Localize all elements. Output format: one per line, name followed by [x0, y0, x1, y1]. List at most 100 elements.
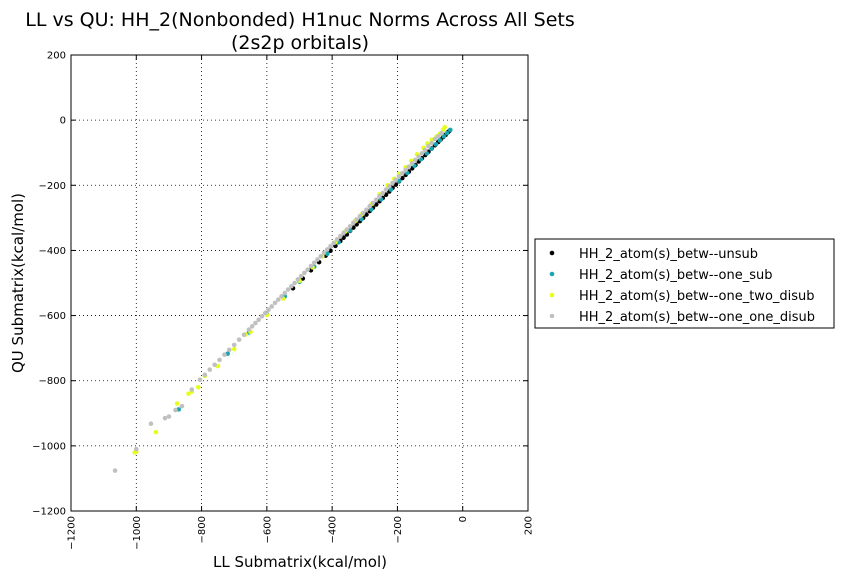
data-point	[186, 391, 191, 397]
data-point	[435, 134, 441, 139]
x-tick-label: −1000	[132, 516, 143, 550]
data-point	[227, 347, 232, 353]
x-tick-label: −400	[328, 516, 339, 543]
data-point	[439, 130, 444, 136]
data-point	[266, 307, 271, 313]
data-point	[279, 294, 284, 299]
data-point	[272, 300, 278, 306]
data-point	[400, 170, 405, 176]
x-tick-label: −600	[262, 516, 273, 543]
x-tick-label: −200	[393, 516, 404, 543]
legend-marker	[549, 250, 555, 256]
axis-ticks: −1200 −1000 −800 −600 −400 −200 0 200 −1200 −1000…	[32, 51, 534, 550]
legend: HH_2_atom(s)_betw--unsub HH_2_atom(s)_bet…	[534, 238, 835, 329]
data-point	[197, 377, 203, 383]
data-point	[217, 357, 222, 363]
data-point	[406, 164, 412, 170]
x-tick-label: 0	[458, 516, 469, 522]
data-point	[212, 362, 217, 368]
y-axis-label: QU Submatrix(kcal/mol)	[9, 193, 27, 373]
data-point	[444, 130, 450, 136]
legend-marker	[549, 271, 555, 277]
data-point	[334, 237, 340, 242]
data-point	[298, 273, 304, 279]
data-point	[416, 154, 421, 159]
data-point	[236, 337, 242, 342]
series-4	[112, 130, 444, 473]
legend-entry: HH_2_atom(s)_betw--one_sub	[579, 268, 772, 283]
data-points	[112, 125, 453, 473]
data-point	[256, 317, 262, 323]
data-point	[292, 280, 297, 286]
data-point	[166, 414, 172, 419]
data-point	[189, 387, 195, 392]
data-point	[311, 260, 317, 266]
data-point	[295, 277, 301, 282]
y-tick-label: −1200	[32, 507, 66, 518]
data-point	[148, 421, 154, 427]
data-point	[331, 240, 337, 246]
legend-entry: HH_2_atom(s)_betw--unsub	[579, 247, 758, 262]
data-point	[253, 320, 258, 326]
data-point	[174, 401, 180, 406]
data-point	[289, 283, 294, 289]
x-tick-label: −800	[197, 516, 208, 543]
x-tick-label: 200	[524, 516, 535, 535]
data-point	[354, 217, 359, 222]
data-point	[364, 207, 369, 213]
data-point	[259, 313, 265, 319]
data-point	[231, 346, 237, 352]
x-tick-label: −1200	[67, 516, 78, 550]
data-point	[380, 190, 386, 196]
data-point	[403, 167, 408, 173]
data-point	[153, 429, 159, 435]
data-point	[173, 407, 178, 413]
y-tick-label: −600	[39, 311, 66, 322]
data-point	[202, 372, 208, 378]
legend-entry: HH_2_atom(s)_betw--one_one_disub	[579, 310, 815, 325]
data-point	[357, 213, 363, 219]
data-point	[269, 304, 275, 309]
data-point	[162, 415, 168, 421]
data-point	[370, 200, 376, 206]
data-point	[373, 197, 379, 202]
data-point	[321, 250, 327, 256]
data-point	[231, 342, 237, 348]
legend-entry: HH_2_atom(s)_betw--one_two_disub	[579, 289, 815, 304]
data-point	[426, 143, 431, 149]
data-point	[308, 263, 314, 269]
data-point	[328, 243, 333, 249]
data-point	[386, 183, 392, 189]
data-point	[222, 352, 227, 357]
data-point	[282, 290, 288, 296]
y-tick-label: 200	[47, 51, 66, 62]
data-point	[246, 327, 252, 332]
data-point	[318, 253, 324, 259]
data-point	[275, 297, 281, 302]
data-point	[448, 127, 453, 133]
data-point	[433, 141, 439, 147]
data-point	[347, 224, 353, 229]
data-point	[344, 227, 350, 232]
y-tick-label: −1000	[32, 441, 66, 452]
data-point	[315, 257, 320, 262]
legend-box	[534, 238, 835, 329]
chart-title: LL vs QU: HH_2(Nonbonded) H1nuc Norms Ac…	[25, 9, 575, 31]
data-point	[390, 180, 395, 186]
data-point	[422, 147, 428, 153]
data-point	[179, 403, 185, 409]
y-tick-label: 0	[60, 116, 66, 127]
legend-marker	[549, 292, 555, 298]
data-point	[207, 367, 213, 372]
data-point	[383, 187, 389, 192]
data-point	[396, 174, 402, 179]
data-point	[429, 140, 435, 146]
data-point	[112, 468, 118, 473]
chart-subtitle: (2s2p orbitals)	[231, 32, 369, 54]
data-point	[341, 230, 346, 236]
y-tick-label: −200	[39, 181, 66, 192]
y-tick-label: −400	[39, 246, 66, 257]
data-point	[305, 267, 310, 272]
data-point	[351, 220, 356, 226]
